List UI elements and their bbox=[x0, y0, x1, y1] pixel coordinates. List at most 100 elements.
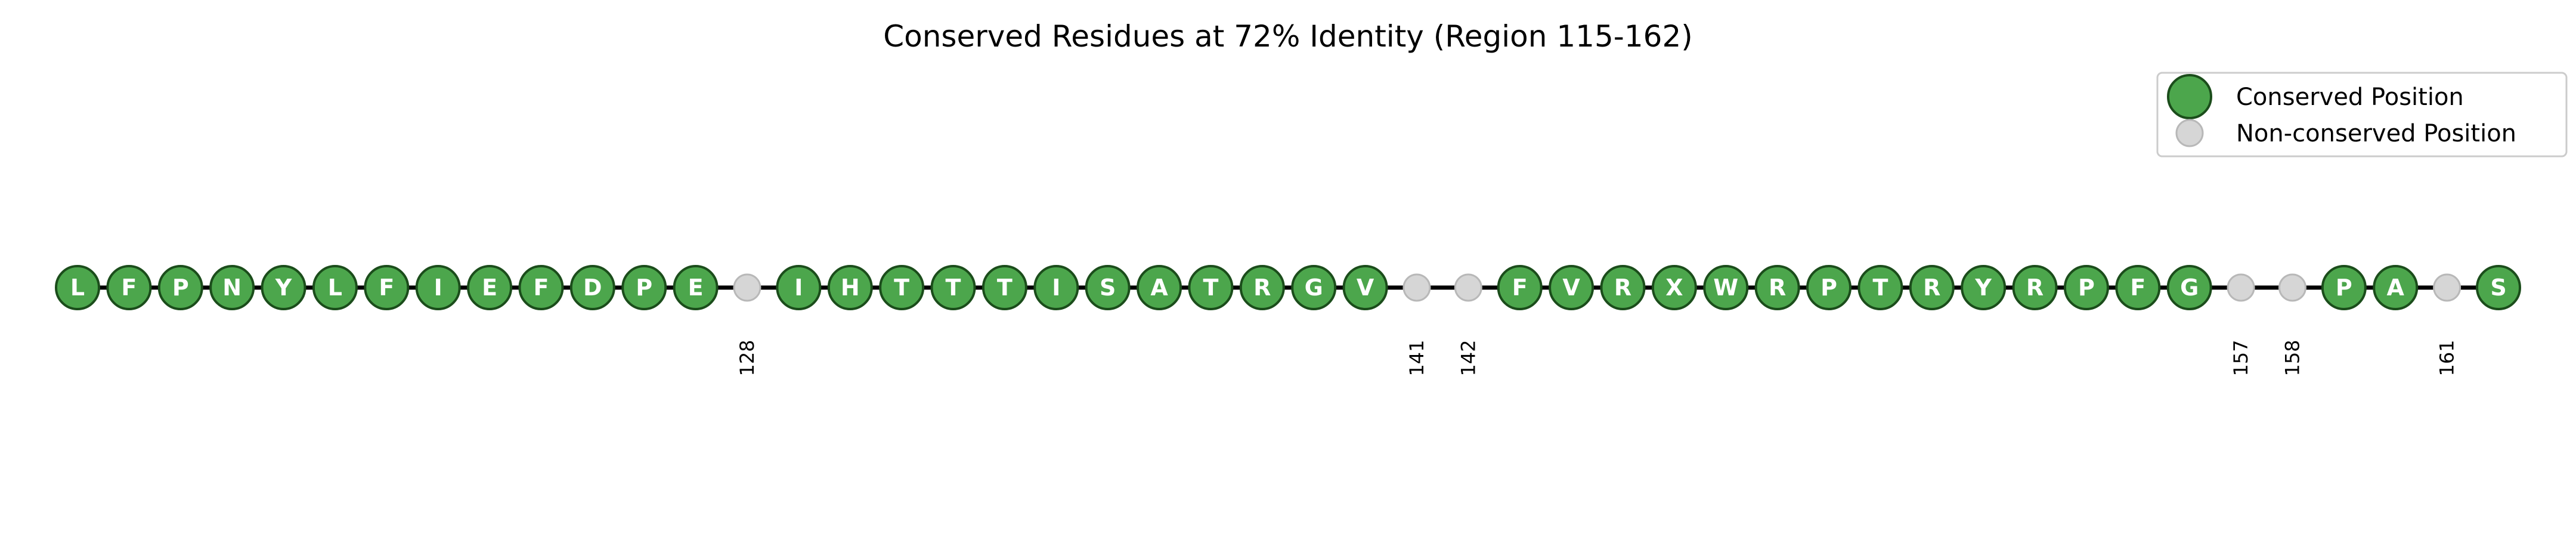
conserved-residue-marker bbox=[673, 265, 719, 310]
legend: Conserved Position Non-conserved Positio… bbox=[2156, 72, 2568, 158]
position-labels: 128 141 142 157 158 161 bbox=[736, 340, 2459, 376]
conserved-residue-marker bbox=[2063, 265, 2109, 310]
residue-letter: P bbox=[2078, 274, 2095, 301]
nonconserved-position-marker bbox=[2278, 273, 2306, 302]
conserved-residue-marker bbox=[2012, 265, 2058, 310]
conserved-residue-marker bbox=[827, 265, 873, 310]
residue-letter: R bbox=[1769, 274, 1786, 301]
nonconserved-position-marker bbox=[1454, 273, 1482, 302]
residue-letter: P bbox=[172, 274, 189, 301]
residue-letter: T bbox=[946, 274, 961, 301]
residue-letter: P bbox=[1820, 274, 1837, 301]
conserved-residue-marker bbox=[261, 265, 306, 310]
conserved-residue-marker bbox=[518, 265, 564, 310]
conserved-residue-marker bbox=[621, 265, 667, 310]
conserved-residue-marker bbox=[1137, 265, 1182, 310]
residue-letter: A bbox=[1150, 274, 1168, 301]
conserved-residue-marker bbox=[1600, 265, 1646, 310]
residue-letter: G bbox=[2180, 274, 2199, 301]
position-number-label: 128 bbox=[736, 340, 758, 376]
nonconserved-position-marker bbox=[2227, 273, 2255, 302]
residue-letter: R bbox=[1923, 274, 1940, 301]
residue-letter: T bbox=[1872, 274, 1888, 301]
residue-letter: E bbox=[482, 274, 497, 301]
conserved-residue-marker bbox=[879, 265, 925, 310]
conserved-residue-marker bbox=[1188, 265, 1234, 310]
conserved-residue-marker bbox=[1806, 265, 1852, 310]
residue-letter: E bbox=[688, 274, 704, 301]
residue-letter: F bbox=[533, 274, 549, 301]
nonconserved-position-marker bbox=[1402, 273, 1431, 302]
residue-letter: L bbox=[70, 274, 85, 301]
conserved-residue-marker bbox=[982, 265, 1027, 310]
residue-letter: S bbox=[2490, 274, 2506, 301]
conserved-residue-marker bbox=[1549, 265, 1594, 310]
residue-letter: Y bbox=[1974, 274, 1992, 301]
conserved-residue-marker bbox=[2373, 265, 2419, 310]
conserved-residue-marker bbox=[1703, 265, 1749, 310]
residue-letter: G bbox=[1305, 274, 1323, 301]
conserved-residue-marker bbox=[312, 265, 358, 310]
conserved-residue-marker bbox=[1033, 265, 1079, 310]
conserved-residue-marker bbox=[2476, 265, 2521, 310]
conserved-residue-marker bbox=[776, 265, 822, 310]
conserved-residue-marker bbox=[1961, 265, 2007, 310]
conserved-residue-marker bbox=[1754, 265, 1800, 310]
legend-frame bbox=[2156, 72, 2568, 158]
nonconserved-position-marker bbox=[2433, 273, 2462, 302]
conserved-residue-marker bbox=[2115, 265, 2161, 310]
conserved-residue-marker bbox=[1291, 265, 1337, 310]
residue-letter: X bbox=[1665, 274, 1683, 301]
conserved-residue-marker bbox=[364, 265, 410, 310]
conserved-residue-marker bbox=[55, 265, 100, 310]
conserved-residue-marker bbox=[1857, 265, 1903, 310]
residue-letter: F bbox=[121, 274, 137, 301]
chart-title: Conserved Residues at 72% Identity (Regi… bbox=[883, 19, 1693, 54]
residue-letter: I bbox=[1052, 274, 1060, 301]
position-number-label: 141 bbox=[1405, 340, 1428, 376]
conserved-residue-marker bbox=[1342, 265, 1388, 310]
conserved-residue-marker bbox=[1085, 265, 1131, 310]
conserved-residue-marker bbox=[415, 265, 461, 310]
legend-conserved-label: Conserved Position bbox=[2236, 84, 2464, 111]
residue-letter: I bbox=[434, 274, 442, 301]
residue-letter: A bbox=[2387, 274, 2405, 301]
legend-conserved-marker bbox=[2167, 74, 2212, 119]
position-number-label: 157 bbox=[2230, 340, 2252, 376]
residue-letter: V bbox=[1357, 274, 1374, 301]
conserved-residue-marker bbox=[1497, 265, 1543, 310]
residue-letter: P bbox=[636, 274, 652, 301]
conserved-residue-marker bbox=[106, 265, 152, 310]
conserved-residue-marker bbox=[2321, 265, 2367, 310]
conserved-residue-marker bbox=[569, 265, 615, 310]
residue-letter: R bbox=[1614, 274, 1631, 301]
legend-nonconserved-label: Non-conserved Position bbox=[2236, 120, 2516, 147]
residue-letter: H bbox=[841, 274, 860, 301]
residue-letter: T bbox=[894, 274, 909, 301]
conserved-residue-marker bbox=[2166, 265, 2212, 310]
residue-letter: R bbox=[2026, 274, 2044, 301]
residue-letter: F bbox=[2130, 274, 2145, 301]
legend-nonconserved-marker bbox=[2175, 119, 2204, 147]
residue-letter: I bbox=[794, 274, 803, 301]
residue-letter: R bbox=[1253, 274, 1271, 301]
nonconserved-position-marker bbox=[733, 273, 761, 302]
residue-letter: P bbox=[2336, 274, 2352, 301]
residue-letter: D bbox=[583, 274, 602, 301]
residue-letter: W bbox=[1713, 274, 1738, 301]
position-number-label: 142 bbox=[1457, 340, 1479, 376]
conserved-residue-marker bbox=[467, 265, 513, 310]
conserved-residue-marker bbox=[1239, 265, 1285, 310]
conserved-residue-marker bbox=[930, 265, 976, 310]
residue-letter: V bbox=[1562, 274, 1580, 301]
residue-letter: T bbox=[1203, 274, 1218, 301]
conserved-residue-marker bbox=[209, 265, 255, 310]
residue-letter: T bbox=[997, 274, 1013, 301]
residue-letter: F bbox=[1512, 274, 1528, 301]
conserved-residue-marker bbox=[157, 265, 203, 310]
conserved-residue-marker bbox=[1909, 265, 1955, 310]
position-number-label: 161 bbox=[2436, 340, 2459, 376]
residue-letter: N bbox=[222, 274, 242, 301]
